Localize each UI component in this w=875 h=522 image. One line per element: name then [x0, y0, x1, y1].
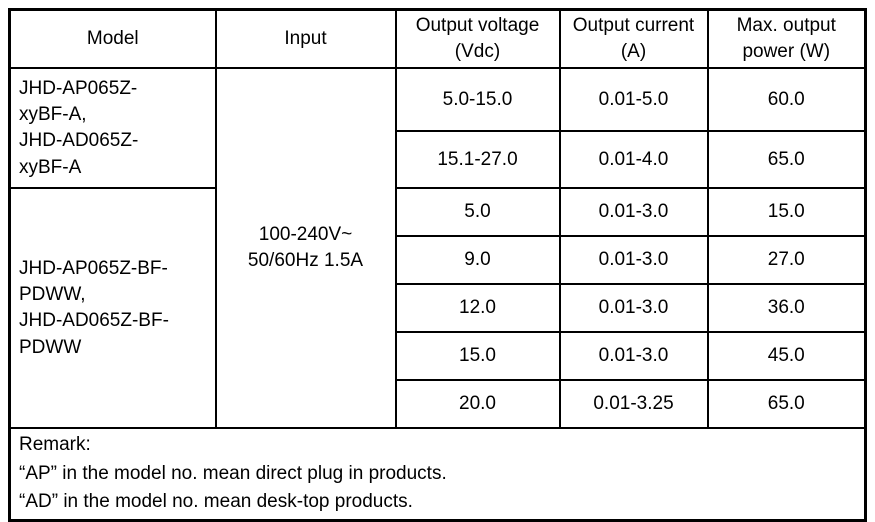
table-row: 12.0 0.01-3.0 36.0: [10, 283, 867, 334]
current-value: 0.01-3.0: [558, 235, 709, 286]
table-row: JHD-AP065Z- xyBF-A, JHD-AD065Z- xyBF-A 1…: [8, 67, 867, 430]
current-value: 0.01-3.0: [558, 331, 709, 382]
table-row: JHD-AP065Z-BF- PDWW, JHD-AD065Z-BF- PDWW…: [8, 187, 867, 430]
voltage-value: 15.0: [394, 331, 561, 382]
current-value: 0.01-5.0: [558, 67, 709, 133]
power-value: 36.0: [706, 283, 867, 334]
current-value: 0.01-3.25: [558, 379, 709, 430]
power-value: 27.0: [706, 235, 867, 286]
voltage-value: 12.0: [394, 283, 561, 334]
remark-text: Remark: “AP” in the model no. mean direc…: [8, 427, 867, 522]
header-model: Model: [8, 8, 217, 70]
power-value: 60.0: [706, 67, 867, 133]
current-value: 0.01-3.0: [558, 187, 709, 238]
power-value: 65.0: [706, 379, 867, 430]
power-value: 65.0: [706, 130, 867, 190]
voltage-value: 5.0-15.0: [394, 67, 561, 133]
header-output-voltage: Output voltage (Vdc): [394, 8, 561, 70]
voltage-value: 9.0: [394, 235, 561, 286]
table-row: 9.0 0.01-3.0 27.0: [10, 235, 867, 286]
input-value: 100-240V~ 50/60Hz 1.5A: [214, 67, 397, 430]
table-row: 15.0 0.01-3.0 45.0: [10, 331, 867, 382]
model-group-2: JHD-AP065Z-BF- PDWW, JHD-AD065Z-BF- PDWW: [8, 187, 217, 430]
current-value: 0.01-3.0: [558, 283, 709, 334]
remark-row: Remark: “AP” in the model no. mean direc…: [8, 427, 867, 522]
current-value: 0.01-4.0: [558, 130, 709, 190]
power-value: 15.0: [706, 187, 867, 238]
page: Model Input Output voltage (Vdc) Output …: [8, 8, 867, 522]
header-row: Model Input Output voltage (Vdc) Output …: [8, 8, 867, 70]
model-group-1: JHD-AP065Z- xyBF-A, JHD-AD065Z- xyBF-A: [8, 67, 217, 190]
voltage-value: 5.0: [394, 187, 561, 238]
header-input: Input: [214, 8, 397, 70]
power-value: 45.0: [706, 331, 867, 382]
table-row: 20.0 0.01-3.25 65.0: [10, 379, 867, 430]
spec-table: Model Input Output voltage (Vdc) Output …: [8, 8, 867, 522]
voltage-value: 15.1-27.0: [394, 130, 561, 190]
header-max-output-power: Max. output power (W): [706, 8, 867, 70]
table-row: 15.1-27.0 0.01-4.0 65.0: [10, 130, 867, 190]
header-output-current: Output current (A): [558, 8, 709, 70]
voltage-value: 20.0: [394, 379, 561, 430]
